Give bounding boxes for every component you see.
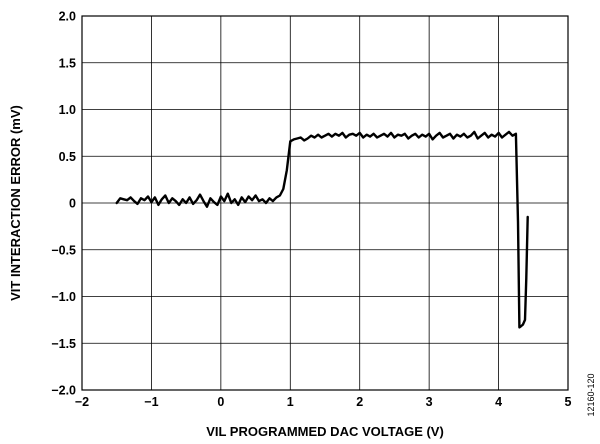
- y-tick-label: 0: [69, 197, 76, 211]
- x-axis-title: VIL PROGRAMMED DAC VOLTAGE (V): [206, 424, 444, 439]
- y-tick-label: 2.0: [59, 10, 76, 24]
- x-tick-label: 2: [356, 395, 363, 409]
- grid-lines: [81, 15, 569, 391]
- y-tick-label: −1.0: [51, 290, 76, 304]
- plot-frame: [81, 15, 569, 391]
- figure-id: 12160-120: [586, 373, 596, 416]
- series-line: [115, 130, 529, 329]
- x-tick-label: 5: [565, 395, 572, 409]
- x-tick-label: −1: [144, 395, 158, 409]
- y-tick-label: −0.5: [51, 243, 76, 257]
- x-tick-label: 3: [426, 395, 433, 409]
- x-tick-label: 1: [287, 395, 294, 409]
- y-tick-label: 1.0: [59, 103, 76, 117]
- y-tick-label: −2.0: [51, 384, 76, 398]
- x-tick-label: 4: [495, 395, 502, 409]
- y-axis-title: VIT INTERACTION ERROR (mV): [8, 105, 23, 301]
- x-tick-label: 0: [217, 395, 224, 409]
- x-tick-labels: −2 −1 0 1 2 3 4 5: [75, 395, 572, 409]
- y-tick-label: −1.5: [51, 337, 76, 351]
- y-tick-labels: 2.0 1.5 1.0 0.5 0 −0.5 −1.0 −1.5 −2.0: [51, 10, 76, 398]
- y-tick-label: 1.5: [59, 56, 76, 70]
- x-tick-label: −2: [75, 395, 89, 409]
- y-tick-label: 0.5: [59, 150, 76, 164]
